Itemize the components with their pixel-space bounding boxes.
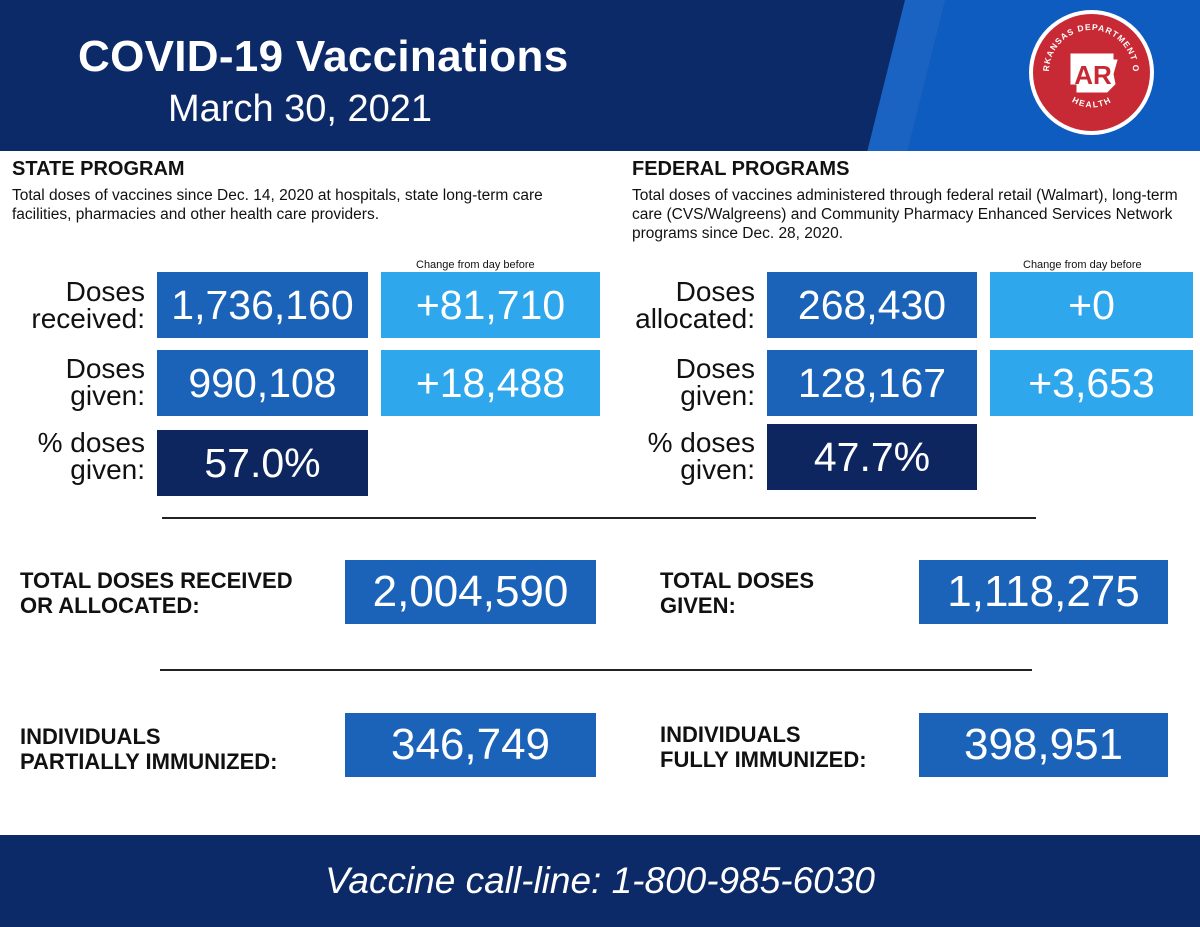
- label-line: TOTAL DOSES: [660, 568, 815, 593]
- label-line: Doses: [65, 276, 145, 307]
- state-doses-received-label: Doses received:: [0, 276, 145, 334]
- total-received-label: TOTAL DOSES RECEIVED OR ALLOCATED:: [20, 568, 293, 618]
- label-line: Doses: [675, 276, 755, 307]
- federal-doses-given-label: Doses given:: [600, 353, 755, 411]
- state-doses-given-change: +18,488: [381, 350, 600, 416]
- label-line: given:: [680, 380, 755, 411]
- federal-doses-given-value: 128,167: [767, 350, 977, 416]
- label-line: INDIVIDUALS: [660, 722, 801, 747]
- label-line: given:: [70, 454, 145, 485]
- label-line: TOTAL DOSES RECEIVED: [20, 568, 293, 593]
- label-line: FULLY IMMUNIZED:: [660, 747, 867, 772]
- section-divider: [162, 517, 1036, 519]
- label-line: OR ALLOCATED:: [20, 593, 200, 618]
- federal-percent-given-label: % doses given:: [600, 427, 755, 485]
- federal-doses-allocated-label: Doses allocated:: [600, 276, 755, 334]
- fully-immunized-label: INDIVIDUALS FULLY IMMUNIZED:: [660, 722, 867, 772]
- arkansas-health-logo: ARKANSAS DEPARTMENT OF HEALTH AR: [1029, 10, 1154, 135]
- logo-arc-text: ARKANSAS DEPARTMENT OF HEALTH AR: [1033, 14, 1140, 110]
- label-line: given:: [70, 380, 145, 411]
- label-line: INDIVIDUALS: [20, 724, 161, 749]
- federal-doses-allocated-change: +0: [990, 272, 1193, 338]
- label-line: PARTIALLY IMMUNIZED:: [20, 749, 278, 774]
- page-date: March 30, 2021: [168, 88, 433, 130]
- state-percent-given-value: 57.0%: [157, 430, 368, 496]
- label-line: GIVEN:: [660, 593, 736, 618]
- label-line: % doses: [647, 427, 755, 458]
- state-percent-given-label: % doses given:: [0, 427, 145, 485]
- state-doses-received-value: 1,736,160: [157, 272, 368, 338]
- state-program-description: Total doses of vaccines since Dec. 14, 2…: [12, 187, 543, 223]
- label-line: given:: [680, 454, 755, 485]
- label-line: Doses: [675, 353, 755, 384]
- state-doses-received-change: +81,710: [381, 272, 600, 338]
- total-received-value: 2,004,590: [345, 560, 596, 624]
- total-given-value: 1,118,275: [919, 560, 1168, 624]
- federal-change-label: Change from day before: [1023, 259, 1142, 271]
- state-doses-given-label: Doses given:: [0, 353, 145, 411]
- fully-immunized-value: 398,951: [919, 713, 1168, 777]
- total-given-label: TOTAL DOSES GIVEN:: [660, 568, 814, 618]
- partially-immunized-label: INDIVIDUALS PARTIALLY IMMUNIZED:: [20, 724, 277, 774]
- federal-doses-allocated-value: 268,430: [767, 272, 977, 338]
- federal-percent-given-value: 47.7%: [767, 424, 977, 490]
- federal-programs-title: FEDERAL PROGRAMS: [632, 158, 850, 180]
- federal-doses-given-change: +3,653: [990, 350, 1193, 416]
- header-banner: COVID-19 Vaccinations March 30, 2021 ARK…: [0, 0, 1200, 151]
- section-divider: [160, 669, 1032, 671]
- svg-text:HEALTH: HEALTH: [1071, 95, 1114, 110]
- state-program-title: STATE PROGRAM: [12, 158, 185, 180]
- logo-initials: AR: [1074, 60, 1112, 90]
- label-line: received:: [31, 303, 145, 334]
- label-line: Doses: [65, 353, 145, 384]
- footer-banner: Vaccine call-line: 1-800-985-6030: [0, 835, 1200, 927]
- label-line: allocated:: [635, 303, 755, 334]
- vaccine-callline: Vaccine call-line: 1-800-985-6030: [325, 860, 875, 901]
- label-line: % doses: [37, 427, 145, 458]
- page-title: COVID-19 Vaccinations: [78, 32, 569, 81]
- federal-programs-description: Total doses of vaccines administered thr…: [632, 187, 1178, 242]
- state-doses-given-value: 990,108: [157, 350, 368, 416]
- partially-immunized-value: 346,749: [345, 713, 596, 777]
- state-change-label: Change from day before: [416, 259, 535, 271]
- logo-arc-bottom: HEALTH: [1071, 95, 1112, 110]
